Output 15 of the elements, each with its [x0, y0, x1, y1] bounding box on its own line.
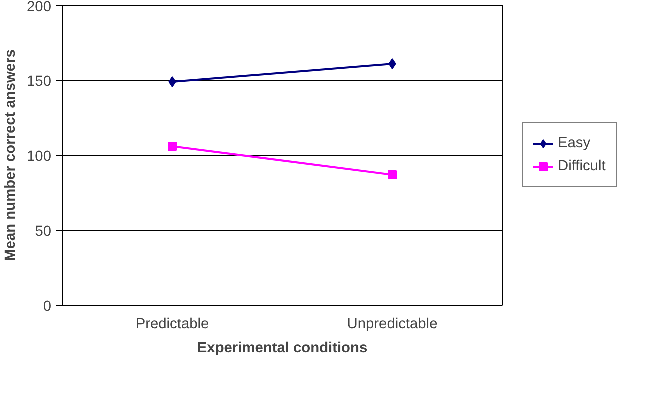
x-tick-label: Unpredictable: [347, 316, 438, 332]
y-tick-label: 0: [43, 299, 52, 315]
y-tick-label: 100: [27, 149, 52, 165]
x-tick-label: Predictable: [136, 316, 210, 332]
point: [168, 142, 177, 151]
y-tick-label: 50: [35, 224, 52, 240]
y-tick-label: 150: [27, 74, 52, 90]
point: [168, 76, 176, 88]
legend-label: Easy: [558, 136, 591, 152]
point: [388, 58, 396, 70]
y-axis-title: Mean number correct answers: [3, 50, 20, 262]
legend-label: Difficult: [558, 158, 606, 174]
point: [388, 170, 397, 180]
x-axis-title: Experimental conditions: [197, 340, 368, 356]
y-tick-label: 200: [27, 0, 52, 16]
